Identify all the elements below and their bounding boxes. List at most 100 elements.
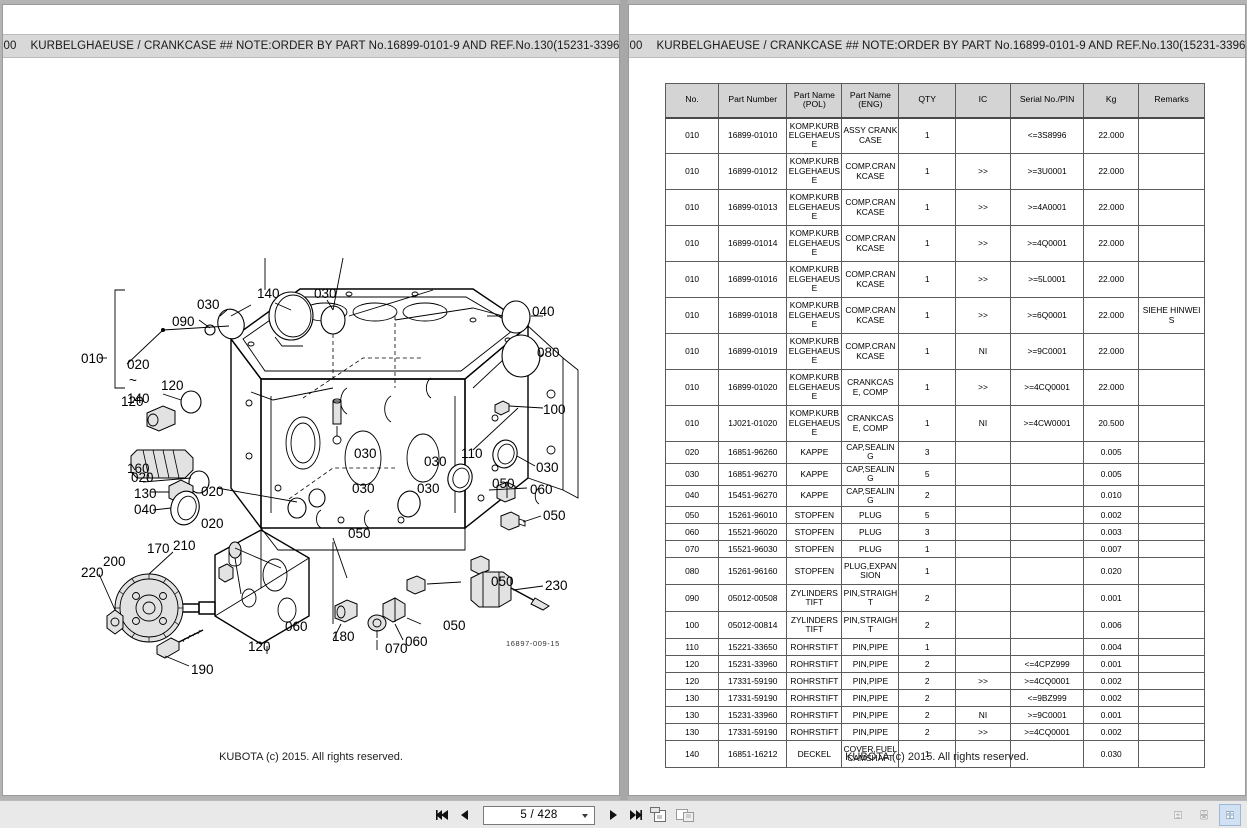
page-left[interactable]: 100 KURBELGHAEUSE / CRANKCASE ## NOTE:ORD… bbox=[2, 4, 620, 796]
page-right[interactable]: 100 KURBELGHAEUSE / CRANKCASE ## NOTE:ORD… bbox=[628, 4, 1246, 796]
cell-serial bbox=[1009, 506, 1085, 525]
cell-ic bbox=[955, 557, 1011, 586]
cell-remarks bbox=[1138, 506, 1205, 525]
table-row[interactable]: 060 15521-96020 STOPFEN PLUG 3 0.003 bbox=[664, 523, 1205, 542]
cell-name_eng: PIN,PIPE bbox=[841, 689, 900, 708]
cell-part_number: 15521-96030 bbox=[718, 540, 788, 559]
part-plug-060b bbox=[382, 597, 406, 623]
cell-part_number: 16899-01013 bbox=[718, 189, 788, 226]
cell-serial: >=4CQ0001 bbox=[1009, 723, 1085, 742]
col-header-eng-line2: (ENG) bbox=[858, 99, 883, 110]
cell-ic: >> bbox=[955, 225, 1011, 262]
part-cap-080 bbox=[501, 334, 541, 378]
table-row[interactable]: 010 16899-01019 KOMP.KURBELGEHAEUSE COMP.CR… bbox=[664, 333, 1205, 370]
oil-pump-gear bbox=[114, 573, 184, 643]
part-cap-030d bbox=[447, 463, 473, 493]
copyright-right: KUBOTA (c) 2015. All rights reserved. bbox=[845, 751, 1029, 763]
table-row[interactable]: 130 17331-59190 ROHRSTIFT PIN,PIPE 2 >> >=4CQ0… bbox=[664, 723, 1205, 742]
cell-remarks bbox=[1138, 117, 1205, 154]
cell-part_number: 16899-01019 bbox=[718, 333, 788, 370]
col-header-part-name-eng: Part Name (ENG) bbox=[841, 83, 900, 119]
cell-kg: 0.004 bbox=[1083, 638, 1140, 657]
cell-kg: 0.001 bbox=[1083, 584, 1140, 613]
part-cap-040b bbox=[170, 490, 200, 526]
continuous-view-icon[interactable] bbox=[1193, 804, 1215, 826]
range-tilde: ~ bbox=[129, 373, 137, 388]
first-page-icon[interactable] bbox=[432, 803, 454, 827]
viewer-toolbar: 5 / 428 bbox=[0, 800, 1247, 828]
cell-part_number: 15451-96270 bbox=[718, 484, 788, 508]
fit-page-icon[interactable] bbox=[646, 803, 672, 827]
previous-page-icon[interactable] bbox=[454, 803, 476, 827]
cell-name_pol: STOPFEN bbox=[786, 506, 843, 525]
cell-serial bbox=[1009, 611, 1085, 640]
table-row[interactable]: 050 15261-96010 STOPFEN PLUG 5 0.002 bbox=[664, 506, 1205, 525]
cell-serial: >=9C0001 bbox=[1009, 706, 1085, 725]
cell-part_number: 15221-33650 bbox=[718, 638, 788, 657]
cell-part_number: 15261-96010 bbox=[718, 506, 788, 525]
cell-name_pol: ROHRSTIFT bbox=[786, 706, 843, 725]
cell-qty: 1 bbox=[898, 540, 957, 559]
cell-serial: >=9C0001 bbox=[1009, 333, 1085, 370]
cell-ic bbox=[955, 584, 1011, 613]
cell-qty: 1 bbox=[898, 557, 957, 586]
table-row[interactable]: 010 16899-01014 KOMP.KURBELGEHAEUSE COMP.CR… bbox=[664, 225, 1205, 262]
cell-ic bbox=[955, 117, 1011, 154]
cell-kg: 0.001 bbox=[1083, 706, 1140, 725]
col-header-no: No. bbox=[664, 83, 720, 119]
table-row[interactable]: 100 05012-00814 ZYLINDERSTIFT PIN,STRAIGHT 2… bbox=[664, 611, 1205, 640]
chevron-down-icon[interactable] bbox=[582, 813, 588, 818]
part-pin-110 bbox=[332, 398, 342, 445]
table-row[interactable]: 010 1J021-01020 KOMP.KURBELGEHAEUSE CRANKCA… bbox=[664, 405, 1205, 442]
table-row[interactable]: 120 15231-33960 ROHRSTIFT PIN,PIPE 2 <=4CPZ99… bbox=[664, 655, 1205, 674]
table-row[interactable]: 010 16899-01012 KOMP.KURBELGEHAEUSE COMP.CR… bbox=[664, 153, 1205, 190]
table-row[interactable]: 070 15521-96030 STOPFEN PLUG 1 0.007 bbox=[664, 540, 1205, 559]
fit-width-icon[interactable] bbox=[672, 803, 698, 827]
cell-remarks bbox=[1138, 261, 1205, 298]
callout-100: 100 bbox=[543, 402, 566, 417]
table-row[interactable]: 130 17331-59190 ROHRSTIFT PIN,PIPE 2 <=9BZ999… bbox=[664, 689, 1205, 708]
table-row[interactable]: 010 16899-01013 KOMP.KURBELGEHAEUSE COMP.CR… bbox=[664, 189, 1205, 226]
table-row[interactable]: 110 15221-33650 ROHRSTIFT PIN,PIPE 1 0.004 bbox=[664, 638, 1205, 657]
single-page-view-icon[interactable] bbox=[1167, 804, 1189, 826]
cell-remarks bbox=[1138, 405, 1205, 442]
table-row[interactable]: 010 16899-01018 KOMP.KURBELGEHAEUSE COMP.CR… bbox=[664, 297, 1205, 334]
cell-part_number: 16899-01012 bbox=[718, 153, 788, 190]
cell-qty: 2 bbox=[898, 723, 957, 742]
cell-part_number: 16899-01010 bbox=[718, 117, 788, 154]
cell-qty: 1 bbox=[898, 369, 957, 406]
col-header-part-number: Part Number bbox=[718, 83, 788, 119]
callout-060-a: 060 bbox=[530, 482, 553, 497]
table-row[interactable]: 120 17331-59190 ROHRSTIFT PIN,PIPE 2 >> >=4CQ0… bbox=[664, 672, 1205, 691]
cell-name_eng: CAP,SEALING bbox=[841, 484, 900, 508]
table-row[interactable]: 010 16899-01010 KOMP.KURBELGEHAEUSE ASSY CR… bbox=[664, 117, 1205, 154]
page-header-title: KURBELGHAEUSE / CRANKCASE ## NOTE:ORDER … bbox=[30, 40, 620, 52]
cell-name_eng: PIN,PIPE bbox=[841, 655, 900, 674]
table-row[interactable]: 140 16851-16212 DECKEL COVER,FUEL CAMSHAFT 1… bbox=[664, 740, 1205, 769]
cell-name_eng: COVER,FUEL CAMSHAFT bbox=[841, 740, 900, 769]
copyright-left: KUBOTA (c) 2015. All rights reserved. bbox=[219, 751, 403, 763]
next-page-icon[interactable] bbox=[602, 803, 624, 827]
table-row[interactable]: 040 15451-96270 KAPPE CAP,SEALING 2 0.010 bbox=[664, 484, 1205, 508]
table-row[interactable]: 010 16899-01020 KOMP.KURBELGEHAEUSE CRANKCA… bbox=[664, 369, 1205, 406]
cell-name_eng: PLUG,EXPANSION bbox=[841, 557, 900, 586]
part-cover-140 bbox=[268, 291, 314, 347]
callout-030-e: 030 bbox=[417, 481, 440, 496]
table-row[interactable]: 080 15261-96160 STOPFEN PLUG,EXPANSION 1 0.02… bbox=[664, 557, 1205, 586]
cell-kg: 0.020 bbox=[1083, 557, 1140, 586]
table-row[interactable]: 030 16851-96270 KAPPE CAP,SEALING 5 0.005 bbox=[664, 462, 1205, 486]
cell-serial bbox=[1009, 638, 1085, 657]
table-row[interactable]: 090 05012-00508 ZYLINDERSTIFT PIN,STRAIGHT 2… bbox=[664, 584, 1205, 613]
page-number-input[interactable]: 5 / 428 bbox=[483, 805, 595, 825]
table-row[interactable]: 010 16899-01016 KOMP.KURBELGEHAEUSE COMP.CR… bbox=[664, 261, 1205, 298]
cell-name_pol: STOPFEN bbox=[786, 557, 843, 586]
exploded-parts-diagram: 010 020 140 ~ 140 030 030 090 040 080 10… bbox=[3, 58, 619, 758]
cell-name_eng: PIN,PIPE bbox=[841, 672, 900, 691]
last-page-icon[interactable] bbox=[624, 803, 646, 827]
view-mode-group bbox=[1167, 801, 1241, 829]
table-row[interactable]: 020 16851-96260 KAPPE CAP,SEALING 3 0.005 bbox=[664, 441, 1205, 464]
cell-name_pol: ROHRSTIFT bbox=[786, 672, 843, 691]
two-page-view-icon[interactable] bbox=[1219, 804, 1241, 826]
cell-name_pol: KOMP.KURBELGEHAEUSE bbox=[786, 333, 843, 370]
table-row[interactable]: 130 15231-33960 ROHRSTIFT PIN,PIPE 2 NI >=9C00… bbox=[664, 706, 1205, 725]
